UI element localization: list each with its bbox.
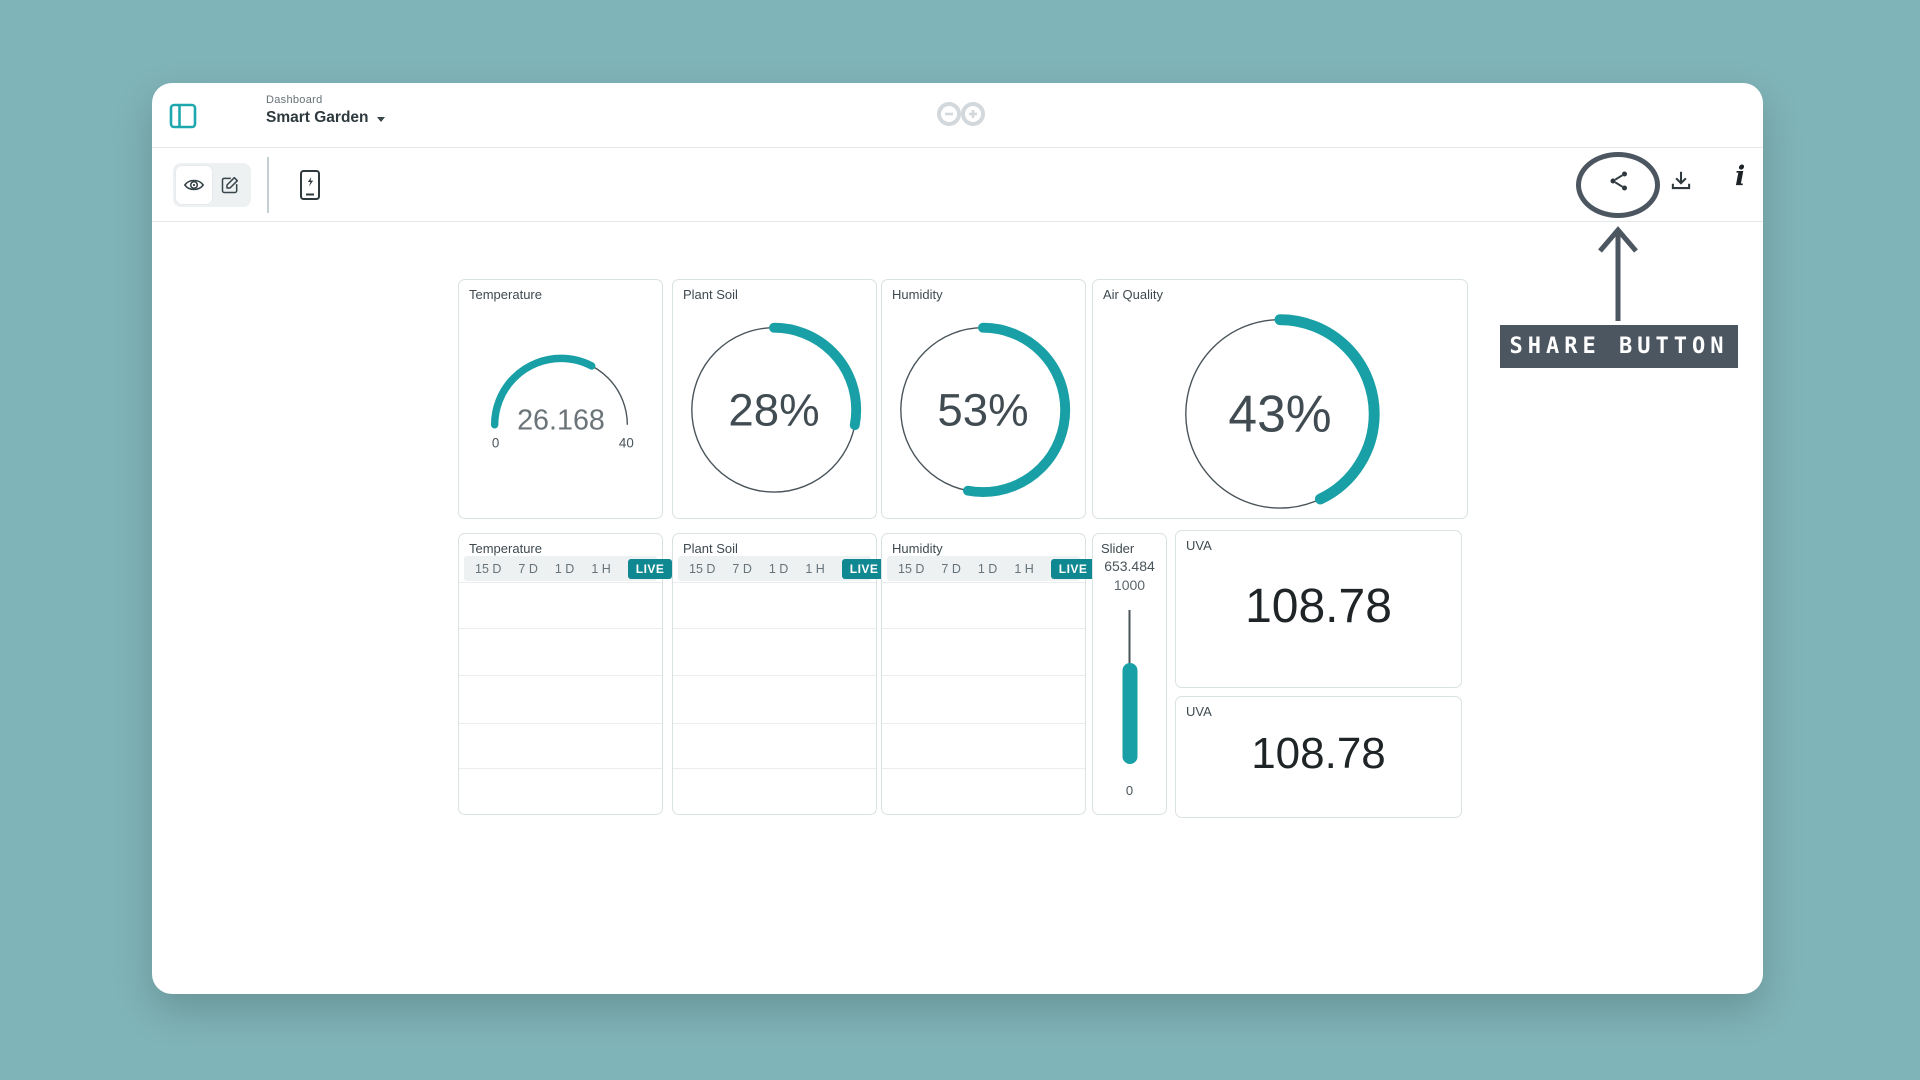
- time-range-selector: 15 D 7 D 1 D 1 H LIVE: [464, 556, 673, 581]
- download-button[interactable]: [1668, 168, 1694, 199]
- slider-control[interactable]: [1122, 610, 1137, 764]
- circle-gauge: 43%: [1180, 314, 1380, 514]
- widget-title: Temperature: [469, 541, 542, 556]
- svg-text:43%: 43%: [1228, 385, 1331, 443]
- breadcrumb-label: Dashboard: [266, 94, 323, 106]
- widget-temperature-gauge: Temperature 26.168 0 40: [458, 279, 663, 519]
- widget-slider: Slider 653.484 1000 0: [1092, 533, 1167, 815]
- widget-title: Temperature: [469, 287, 542, 302]
- widget-title: Humidity: [892, 541, 943, 556]
- edit-mode-button[interactable]: [212, 166, 248, 204]
- chart-gridline: [882, 723, 1085, 724]
- range-7d-button[interactable]: 7 D: [732, 561, 752, 576]
- annotation-arrow-icon: [1592, 222, 1644, 331]
- chevron-down-icon: [376, 116, 385, 122]
- share-button-highlight-circle: [1576, 152, 1660, 218]
- view-mode-segmented-control: [173, 163, 251, 207]
- slider-thumb[interactable]: [1122, 663, 1137, 764]
- widget-title: Humidity: [892, 287, 943, 302]
- range-15d-button[interactable]: 15 D: [898, 561, 925, 576]
- chart-gridline: [459, 582, 662, 583]
- dashboard-title-dropdown[interactable]: Smart Garden: [266, 109, 385, 127]
- widget-humidity-chart: Humidity 15 D 7 D 1 D 1 H LIVE: [881, 533, 1096, 815]
- view-mode-button[interactable]: [176, 166, 212, 204]
- share-icon: [1610, 171, 1627, 191]
- svg-text:40: 40: [619, 436, 634, 451]
- range-1h-button[interactable]: 1 H: [1014, 561, 1034, 576]
- app-window: Dashboard Smart Garden: [152, 83, 1763, 994]
- chart-gridline: [459, 675, 662, 676]
- share-button-annotation-label: SHARE BUTTON: [1500, 325, 1738, 368]
- header: Dashboard Smart Garden: [152, 83, 1763, 148]
- slider-value: 653.484: [1104, 558, 1155, 574]
- mobile-preview-button[interactable]: [297, 168, 323, 202]
- widget-title: Air Quality: [1103, 287, 1163, 302]
- range-1d-button[interactable]: 1 D: [554, 561, 575, 576]
- breadcrumb: Dashboard Smart Garden: [266, 94, 385, 127]
- chart-gridline: [882, 768, 1085, 769]
- widget-plant-soil-gauge: Plant Soil 28%: [672, 279, 877, 519]
- chart-gridline: [882, 675, 1085, 676]
- widget-uva-value-2: UVA 108.78: [1175, 696, 1462, 818]
- download-icon: [1671, 171, 1691, 190]
- svg-text:0: 0: [492, 436, 499, 451]
- widget-title: UVA: [1186, 538, 1212, 553]
- chart-gridline: [459, 768, 662, 769]
- semicircle-gauge: 26.168 0 40: [490, 354, 634, 451]
- range-15d-button[interactable]: 15 D: [475, 561, 502, 576]
- eye-icon: [183, 179, 205, 191]
- chart-gridline: [673, 628, 876, 629]
- widget-title: Plant Soil: [683, 541, 738, 556]
- sidebar-toggle-button[interactable]: [168, 101, 198, 131]
- svg-text:26.168: 26.168: [517, 405, 605, 437]
- circle-gauge: 28%: [686, 322, 862, 498]
- chart-gridline: [673, 675, 876, 676]
- widget-plant-soil-chart: Plant Soil 15 D 7 D 1 D 1 H LIVE: [672, 533, 887, 815]
- annotation-text: SHARE BUTTON: [1509, 334, 1729, 359]
- chart-gridline: [882, 628, 1085, 629]
- range-1d-button[interactable]: 1 D: [977, 561, 998, 576]
- range-live-button[interactable]: LIVE: [1050, 558, 1096, 579]
- toolbar: i: [152, 148, 1763, 222]
- chart-gridline: [459, 723, 662, 724]
- range-7d-button[interactable]: 7 D: [518, 561, 538, 576]
- sidebar-toggle-icon: [169, 103, 197, 129]
- phone-icon: [300, 170, 320, 200]
- range-15d-button[interactable]: 15 D: [689, 561, 716, 576]
- chart-gridline: [459, 628, 662, 629]
- uva-value: 108.78: [1251, 729, 1386, 778]
- widget-title: Slider: [1101, 541, 1135, 556]
- uva-value: 108.78: [1245, 580, 1392, 633]
- chart-gridline: [673, 768, 876, 769]
- time-range-selector: 15 D 7 D 1 D 1 H LIVE: [887, 556, 1096, 581]
- range-1h-button[interactable]: 1 H: [591, 561, 611, 576]
- info-button[interactable]: i: [1735, 161, 1745, 192]
- widget-humidity-gauge: Humidity 53%: [881, 279, 1086, 519]
- info-icon: i: [1735, 161, 1746, 192]
- widget-uva-value-1: UVA 108.78: [1175, 530, 1462, 688]
- widget-title: UVA: [1186, 704, 1212, 719]
- svg-text:28%: 28%: [728, 385, 819, 436]
- range-1h-button[interactable]: 1 H: [805, 561, 825, 576]
- widget-air-quality-gauge: Air Quality 43%: [1092, 279, 1468, 519]
- share-button[interactable]: [1607, 169, 1631, 198]
- widget-title: Plant Soil: [683, 287, 738, 302]
- time-range-selector: 15 D 7 D 1 D 1 H LIVE: [678, 556, 887, 581]
- arduino-logo-icon: [935, 99, 987, 134]
- range-1d-button[interactable]: 1 D: [768, 561, 789, 576]
- chart-gridline: [673, 582, 876, 583]
- slider-max-label: 1000: [1113, 577, 1146, 593]
- svg-text:53%: 53%: [937, 385, 1028, 436]
- range-7d-button[interactable]: 7 D: [941, 561, 961, 576]
- widget-temperature-chart: Temperature 15 D 7 D 1 D 1 H LIVE: [458, 533, 673, 815]
- circle-gauge: 53%: [895, 322, 1071, 498]
- toolbar-divider: [267, 157, 269, 213]
- range-live-button[interactable]: LIVE: [627, 558, 673, 579]
- pencil-icon: [221, 176, 239, 194]
- page-title: Smart Garden: [266, 109, 369, 126]
- range-live-button[interactable]: LIVE: [841, 558, 887, 579]
- chart-gridline: [882, 582, 1085, 583]
- chart-gridline: [673, 723, 876, 724]
- slider-min-label: 0: [1125, 783, 1134, 798]
